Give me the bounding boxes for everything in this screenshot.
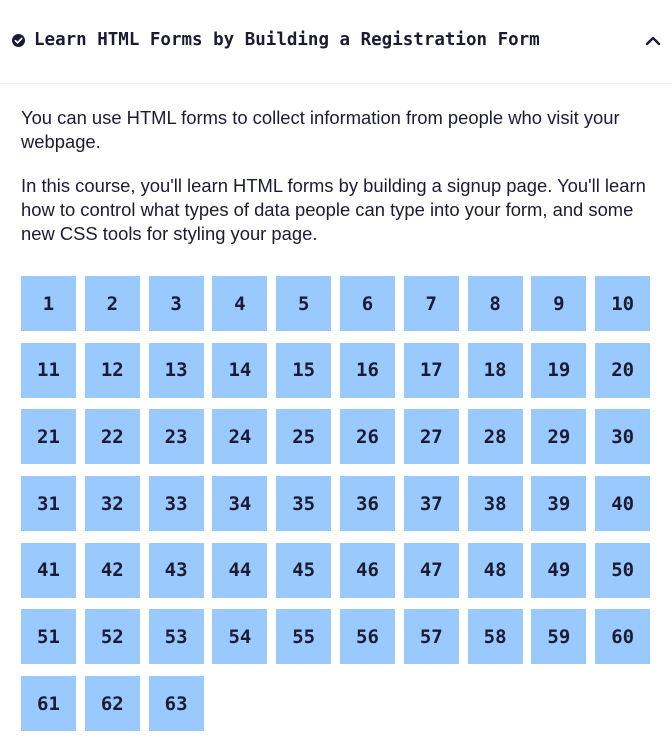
step-button-42[interactable]: 42	[84, 542, 140, 598]
step-button-34[interactable]: 34	[212, 476, 268, 532]
step-button-10[interactable]: 10	[595, 276, 651, 331]
step-button-54[interactable]: 54	[212, 609, 268, 665]
step-button-11[interactable]: 11	[21, 342, 76, 398]
step-button-36[interactable]: 36	[339, 476, 395, 532]
step-button-41[interactable]: 41	[21, 542, 76, 598]
step-grid: 1 2 3 4 5 6 7 8 9 10 11 12 13 14 15 16 17 18 19 20 21 22 23 24 2…	[21, 276, 651, 732]
course-description: You can use HTML forms to collect inform…	[21, 106, 653, 246]
step-button-17[interactable]: 17	[403, 342, 459, 398]
step-button-52[interactable]: 52	[84, 609, 140, 665]
step-button-20[interactable]: 20	[595, 342, 651, 398]
step-button-22[interactable]: 22	[84, 409, 140, 465]
step-button-55[interactable]: 55	[276, 609, 332, 665]
step-button-18[interactable]: 18	[467, 342, 523, 398]
step-button-30[interactable]: 30	[595, 409, 651, 465]
step-button-45[interactable]: 45	[276, 542, 332, 598]
step-button-46[interactable]: 46	[339, 542, 395, 598]
step-button-24[interactable]: 24	[212, 409, 268, 465]
step-button-48[interactable]: 48	[467, 542, 523, 598]
chevron-up-icon[interactable]	[645, 35, 661, 46]
step-button-12[interactable]: 12	[84, 342, 140, 398]
step-button-23[interactable]: 23	[148, 409, 204, 465]
description-paragraph: In this course, you'll learn HTML forms …	[21, 175, 646, 244]
step-button-53[interactable]: 53	[148, 609, 204, 665]
step-button-58[interactable]: 58	[467, 609, 523, 665]
step-button-14[interactable]: 14	[212, 342, 268, 398]
step-button-32[interactable]: 32	[84, 476, 140, 532]
step-button-8[interactable]: 8	[467, 276, 523, 331]
step-button-33[interactable]: 33	[148, 476, 204, 532]
step-button-19[interactable]: 19	[531, 342, 587, 398]
step-button-29[interactable]: 29	[531, 409, 587, 465]
step-button-6[interactable]: 6	[339, 276, 395, 331]
step-button-2[interactable]: 2	[84, 276, 140, 331]
step-button-47[interactable]: 47	[403, 542, 459, 598]
step-button-9[interactable]: 9	[531, 276, 587, 331]
step-button-16[interactable]: 16	[339, 342, 395, 398]
step-button-56[interactable]: 56	[339, 609, 395, 665]
step-button-59[interactable]: 59	[531, 609, 587, 665]
step-button-21[interactable]: 21	[21, 409, 76, 465]
step-button-37[interactable]: 37	[403, 476, 459, 532]
step-button-61[interactable]: 61	[21, 676, 76, 732]
course-title: Learn HTML Forms by Building a Registrat…	[34, 30, 540, 50]
step-button-15[interactable]: 15	[276, 342, 332, 398]
step-button-51[interactable]: 51	[21, 609, 76, 665]
step-button-49[interactable]: 49	[531, 542, 587, 598]
step-button-27[interactable]: 27	[403, 409, 459, 465]
step-button-57[interactable]: 57	[403, 609, 459, 665]
step-button-4[interactable]: 4	[212, 276, 268, 331]
step-button-28[interactable]: 28	[467, 409, 523, 465]
step-button-62[interactable]: 62	[84, 676, 140, 732]
step-button-40[interactable]: 40	[595, 476, 651, 532]
check-circle-icon	[12, 34, 25, 47]
step-button-31[interactable]: 31	[21, 476, 76, 532]
step-button-38[interactable]: 38	[467, 476, 523, 532]
step-button-43[interactable]: 43	[148, 542, 204, 598]
step-button-7[interactable]: 7	[403, 276, 459, 331]
step-button-39[interactable]: 39	[531, 476, 587, 532]
step-button-50[interactable]: 50	[595, 542, 651, 598]
step-button-3[interactable]: 3	[148, 276, 204, 331]
step-button-35[interactable]: 35	[276, 476, 332, 532]
step-button-63[interactable]: 63	[148, 676, 204, 732]
course-header[interactable]: Learn HTML Forms by Building a Registrat…	[0, 0, 672, 84]
step-button-44[interactable]: 44	[212, 542, 268, 598]
step-button-13[interactable]: 13	[148, 342, 204, 398]
step-button-1[interactable]: 1	[21, 276, 76, 331]
step-button-26[interactable]: 26	[339, 409, 395, 465]
step-button-60[interactable]: 60	[595, 609, 651, 665]
description-paragraph: You can use HTML forms to collect inform…	[21, 107, 620, 152]
step-button-5[interactable]: 5	[276, 276, 332, 331]
step-button-25[interactable]: 25	[276, 409, 332, 465]
